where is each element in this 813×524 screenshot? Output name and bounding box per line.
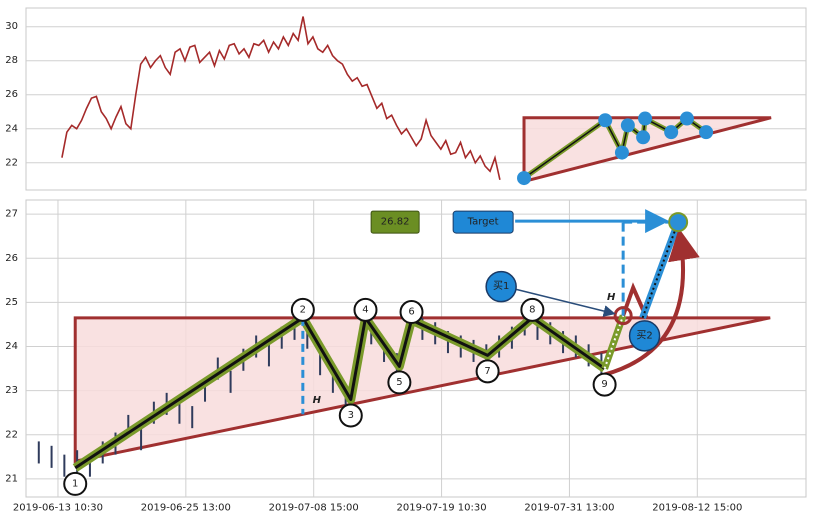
target-label: Target: [467, 217, 499, 228]
y-tick-label: 21: [5, 473, 18, 484]
pattern-point-label: 7: [484, 366, 490, 377]
pattern-point-label: 3: [348, 410, 354, 421]
x-tick-label: 2019-08-12 15:00: [652, 503, 742, 514]
y-tick-label: 28: [5, 55, 18, 66]
top-panel: [25, 7, 807, 191]
y-tick-label: 27: [5, 209, 18, 220]
pattern-point: [63, 471, 88, 496]
pattern-marker: [636, 130, 651, 145]
y-tick-label: 22: [5, 157, 18, 168]
pattern-marker: [699, 125, 714, 140]
pattern-point: [353, 297, 378, 322]
y-tick-label: 26: [5, 253, 18, 264]
pattern-point-label: 1: [72, 478, 78, 489]
pattern-point: [338, 403, 363, 428]
x-tick-label: 2019-07-31 13:00: [524, 503, 614, 514]
y-tick-label: 25: [5, 297, 18, 308]
pattern-line-inner: [74, 316, 606, 470]
y-tick-label: 22: [5, 429, 18, 440]
pattern-point-label: 4: [362, 304, 368, 315]
target-curve: [604, 228, 700, 377]
price-line: [61, 16, 501, 180]
pattern-marker: [620, 118, 635, 133]
pattern-point-label: 8: [529, 304, 535, 315]
pattern-point-label: 6: [408, 307, 414, 318]
height-label: H: [313, 395, 322, 406]
target-point: [668, 212, 689, 233]
pattern-point: [520, 297, 545, 322]
y-tick-label: 26: [5, 89, 18, 100]
target-box: [452, 210, 514, 234]
pattern-point: [399, 300, 424, 325]
buy-label: 买1: [493, 280, 509, 292]
y-tick-label: 24: [5, 341, 18, 352]
pattern-point-label: 2: [300, 304, 306, 315]
y-tick-label: 30: [5, 21, 18, 32]
pattern-marker: [517, 171, 532, 186]
throwback: [621, 282, 649, 319]
pattern-point: [475, 359, 500, 384]
target-value-box: [370, 210, 420, 234]
pattern-point-label: 9: [601, 379, 607, 390]
pattern-point: [290, 297, 315, 322]
x-tick-label: 2019-06-13 10:30: [13, 503, 103, 514]
pattern-point: [592, 372, 617, 397]
x-tick-label: 2019-07-19 10:30: [397, 503, 487, 514]
y-tick-label: 23: [5, 385, 18, 396]
pattern-point: [387, 370, 412, 395]
target-value: 26.82: [381, 217, 410, 228]
pattern-marker: [679, 111, 694, 126]
buy-badge: [485, 270, 517, 303]
pattern-marker: [614, 145, 629, 160]
height-label: H: [607, 292, 616, 303]
y-tick-label: 24: [5, 123, 18, 134]
buy-pointer: [512, 287, 616, 317]
pattern-marker: [664, 125, 679, 140]
x-tick-label: 2019-06-25 13:00: [141, 503, 231, 514]
buy-label: 买2: [636, 329, 652, 341]
buy-badge: [628, 320, 661, 352]
pattern-point-label: 5: [396, 377, 402, 388]
pattern-marker: [598, 113, 613, 128]
pattern-marker: [638, 111, 653, 126]
x-tick-label: 2019-07-08 15:00: [269, 503, 359, 514]
